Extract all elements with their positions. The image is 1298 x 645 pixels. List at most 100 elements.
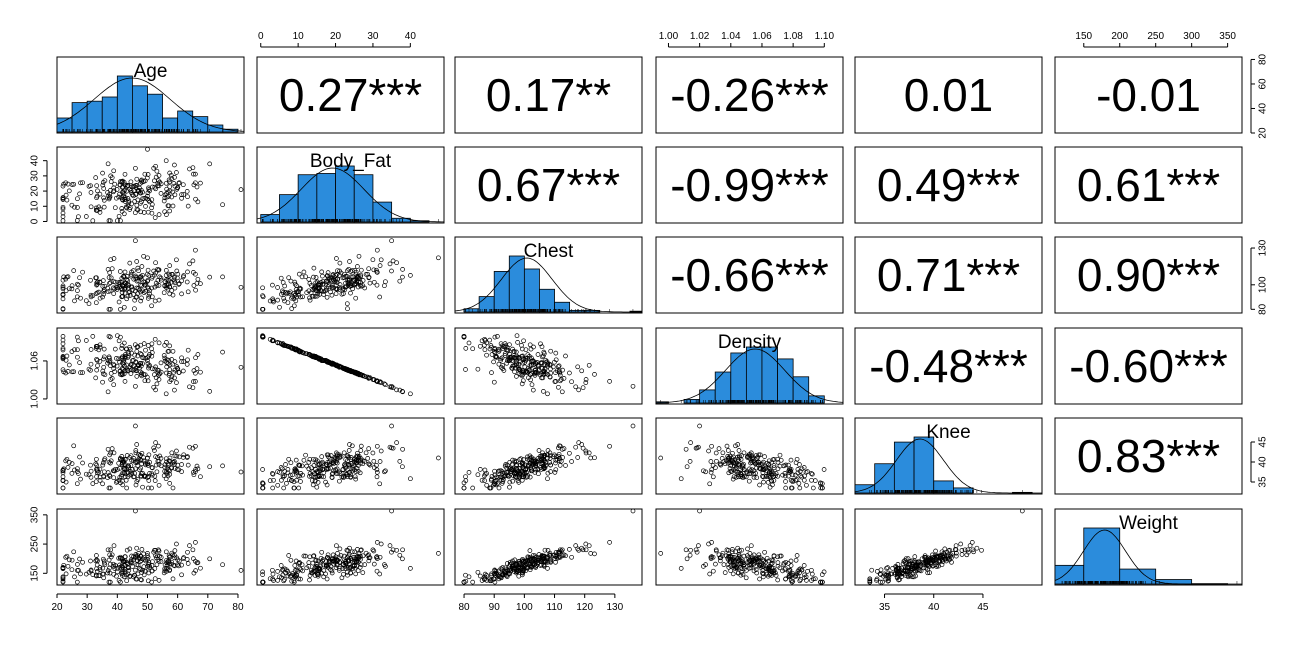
scatter-point bbox=[66, 557, 72, 563]
variable-name: Body_Fat bbox=[310, 151, 392, 172]
scatter-point bbox=[344, 472, 350, 478]
scatter-point bbox=[207, 389, 213, 394]
scatter-point bbox=[463, 346, 469, 351]
scatter-point bbox=[309, 567, 314, 573]
scatter-point bbox=[120, 478, 125, 484]
scatter-point bbox=[759, 562, 765, 568]
scatter-point bbox=[550, 364, 556, 370]
scatter-point bbox=[343, 465, 348, 471]
scatter-point bbox=[118, 218, 123, 224]
panel-frame bbox=[454, 417, 643, 495]
scatter-point bbox=[697, 423, 702, 429]
scatter-point bbox=[541, 455, 547, 460]
scatter-point bbox=[180, 274, 186, 280]
scatter-point bbox=[503, 343, 509, 349]
scatter-point bbox=[121, 574, 127, 580]
panel-frame bbox=[454, 56, 643, 134]
scatter-point bbox=[97, 466, 103, 472]
scatter-point bbox=[344, 301, 350, 307]
scatter-point bbox=[286, 477, 292, 482]
scatter-point bbox=[520, 570, 526, 576]
scatter-point bbox=[193, 196, 198, 202]
correlation-value: -0.26*** bbox=[670, 69, 829, 121]
scatter-point bbox=[496, 468, 502, 474]
scatter-point bbox=[108, 179, 114, 185]
scatter-point bbox=[86, 301, 92, 307]
panel-frame bbox=[655, 508, 844, 586]
scatter-point bbox=[760, 570, 765, 576]
scatter-point bbox=[757, 452, 763, 458]
scatter-point bbox=[161, 198, 167, 204]
scatter-point bbox=[334, 276, 340, 282]
scatter-point bbox=[793, 573, 799, 578]
scatter-point bbox=[65, 274, 71, 280]
scatter-point bbox=[757, 576, 762, 582]
scatter-point bbox=[377, 571, 383, 577]
scatter-point bbox=[510, 558, 515, 564]
scatter-point bbox=[111, 450, 117, 456]
scatter-point bbox=[100, 462, 106, 468]
scatter-point bbox=[260, 485, 265, 491]
scatter-point bbox=[72, 574, 77, 580]
scatter-point bbox=[132, 466, 138, 472]
scatter-point bbox=[181, 359, 187, 364]
scatter-point bbox=[303, 274, 308, 280]
scatter-point bbox=[270, 571, 276, 577]
scatter-point bbox=[282, 468, 288, 474]
scatter-point bbox=[180, 182, 186, 188]
scatter-point bbox=[520, 378, 526, 384]
scatter-point bbox=[525, 554, 531, 560]
scatter-point bbox=[120, 178, 126, 184]
scatter-point bbox=[172, 453, 178, 459]
scatter-point bbox=[340, 562, 346, 568]
scatter-point bbox=[260, 306, 265, 312]
scatter-point bbox=[191, 368, 197, 373]
scatter-point bbox=[238, 364, 244, 370]
scatter-point bbox=[184, 557, 190, 562]
scatter-point bbox=[267, 576, 273, 582]
scatter-point bbox=[735, 457, 741, 462]
scatter-point bbox=[556, 363, 562, 369]
scatter-point bbox=[357, 470, 363, 476]
scatter-point bbox=[355, 553, 360, 559]
scatter-point bbox=[146, 286, 151, 291]
scatter-point bbox=[525, 456, 531, 462]
scatter-point bbox=[111, 168, 117, 174]
scatter-point bbox=[371, 267, 377, 273]
scatter-point bbox=[116, 213, 122, 219]
scatter-point bbox=[194, 184, 200, 190]
scatter-point bbox=[389, 238, 394, 244]
scatter-point bbox=[153, 462, 159, 468]
scatter-point bbox=[149, 197, 155, 203]
scatter-point bbox=[760, 574, 766, 580]
scatter-point bbox=[548, 366, 553, 372]
scatter-point bbox=[101, 186, 107, 191]
scatter-point bbox=[198, 180, 203, 186]
scatter-point bbox=[684, 556, 690, 562]
scatter-point bbox=[787, 567, 793, 573]
scatter-point bbox=[270, 298, 276, 304]
scatter-point bbox=[548, 348, 554, 354]
scatter-point bbox=[111, 291, 117, 296]
scatter-point bbox=[332, 455, 338, 460]
panel-frame bbox=[854, 56, 1043, 134]
scatter-point bbox=[482, 571, 488, 577]
scatter-point bbox=[275, 569, 280, 574]
scatter-point bbox=[352, 549, 358, 555]
scatter-point bbox=[505, 568, 510, 573]
scatter-point bbox=[320, 273, 325, 279]
scatter-point bbox=[191, 283, 197, 288]
scatter-point bbox=[95, 363, 100, 368]
scatter-point bbox=[122, 352, 128, 357]
scatter-point bbox=[155, 370, 161, 376]
scatter-point bbox=[156, 212, 162, 217]
scatter-point bbox=[105, 161, 111, 167]
scatter-point bbox=[310, 560, 316, 566]
scatter-point bbox=[348, 274, 354, 280]
scatter-point bbox=[588, 455, 594, 461]
scatter-point bbox=[583, 448, 589, 454]
scatter-point bbox=[94, 282, 99, 288]
scatter-point bbox=[126, 465, 132, 471]
scatter-point bbox=[436, 551, 441, 556]
scatter-point bbox=[107, 485, 113, 491]
